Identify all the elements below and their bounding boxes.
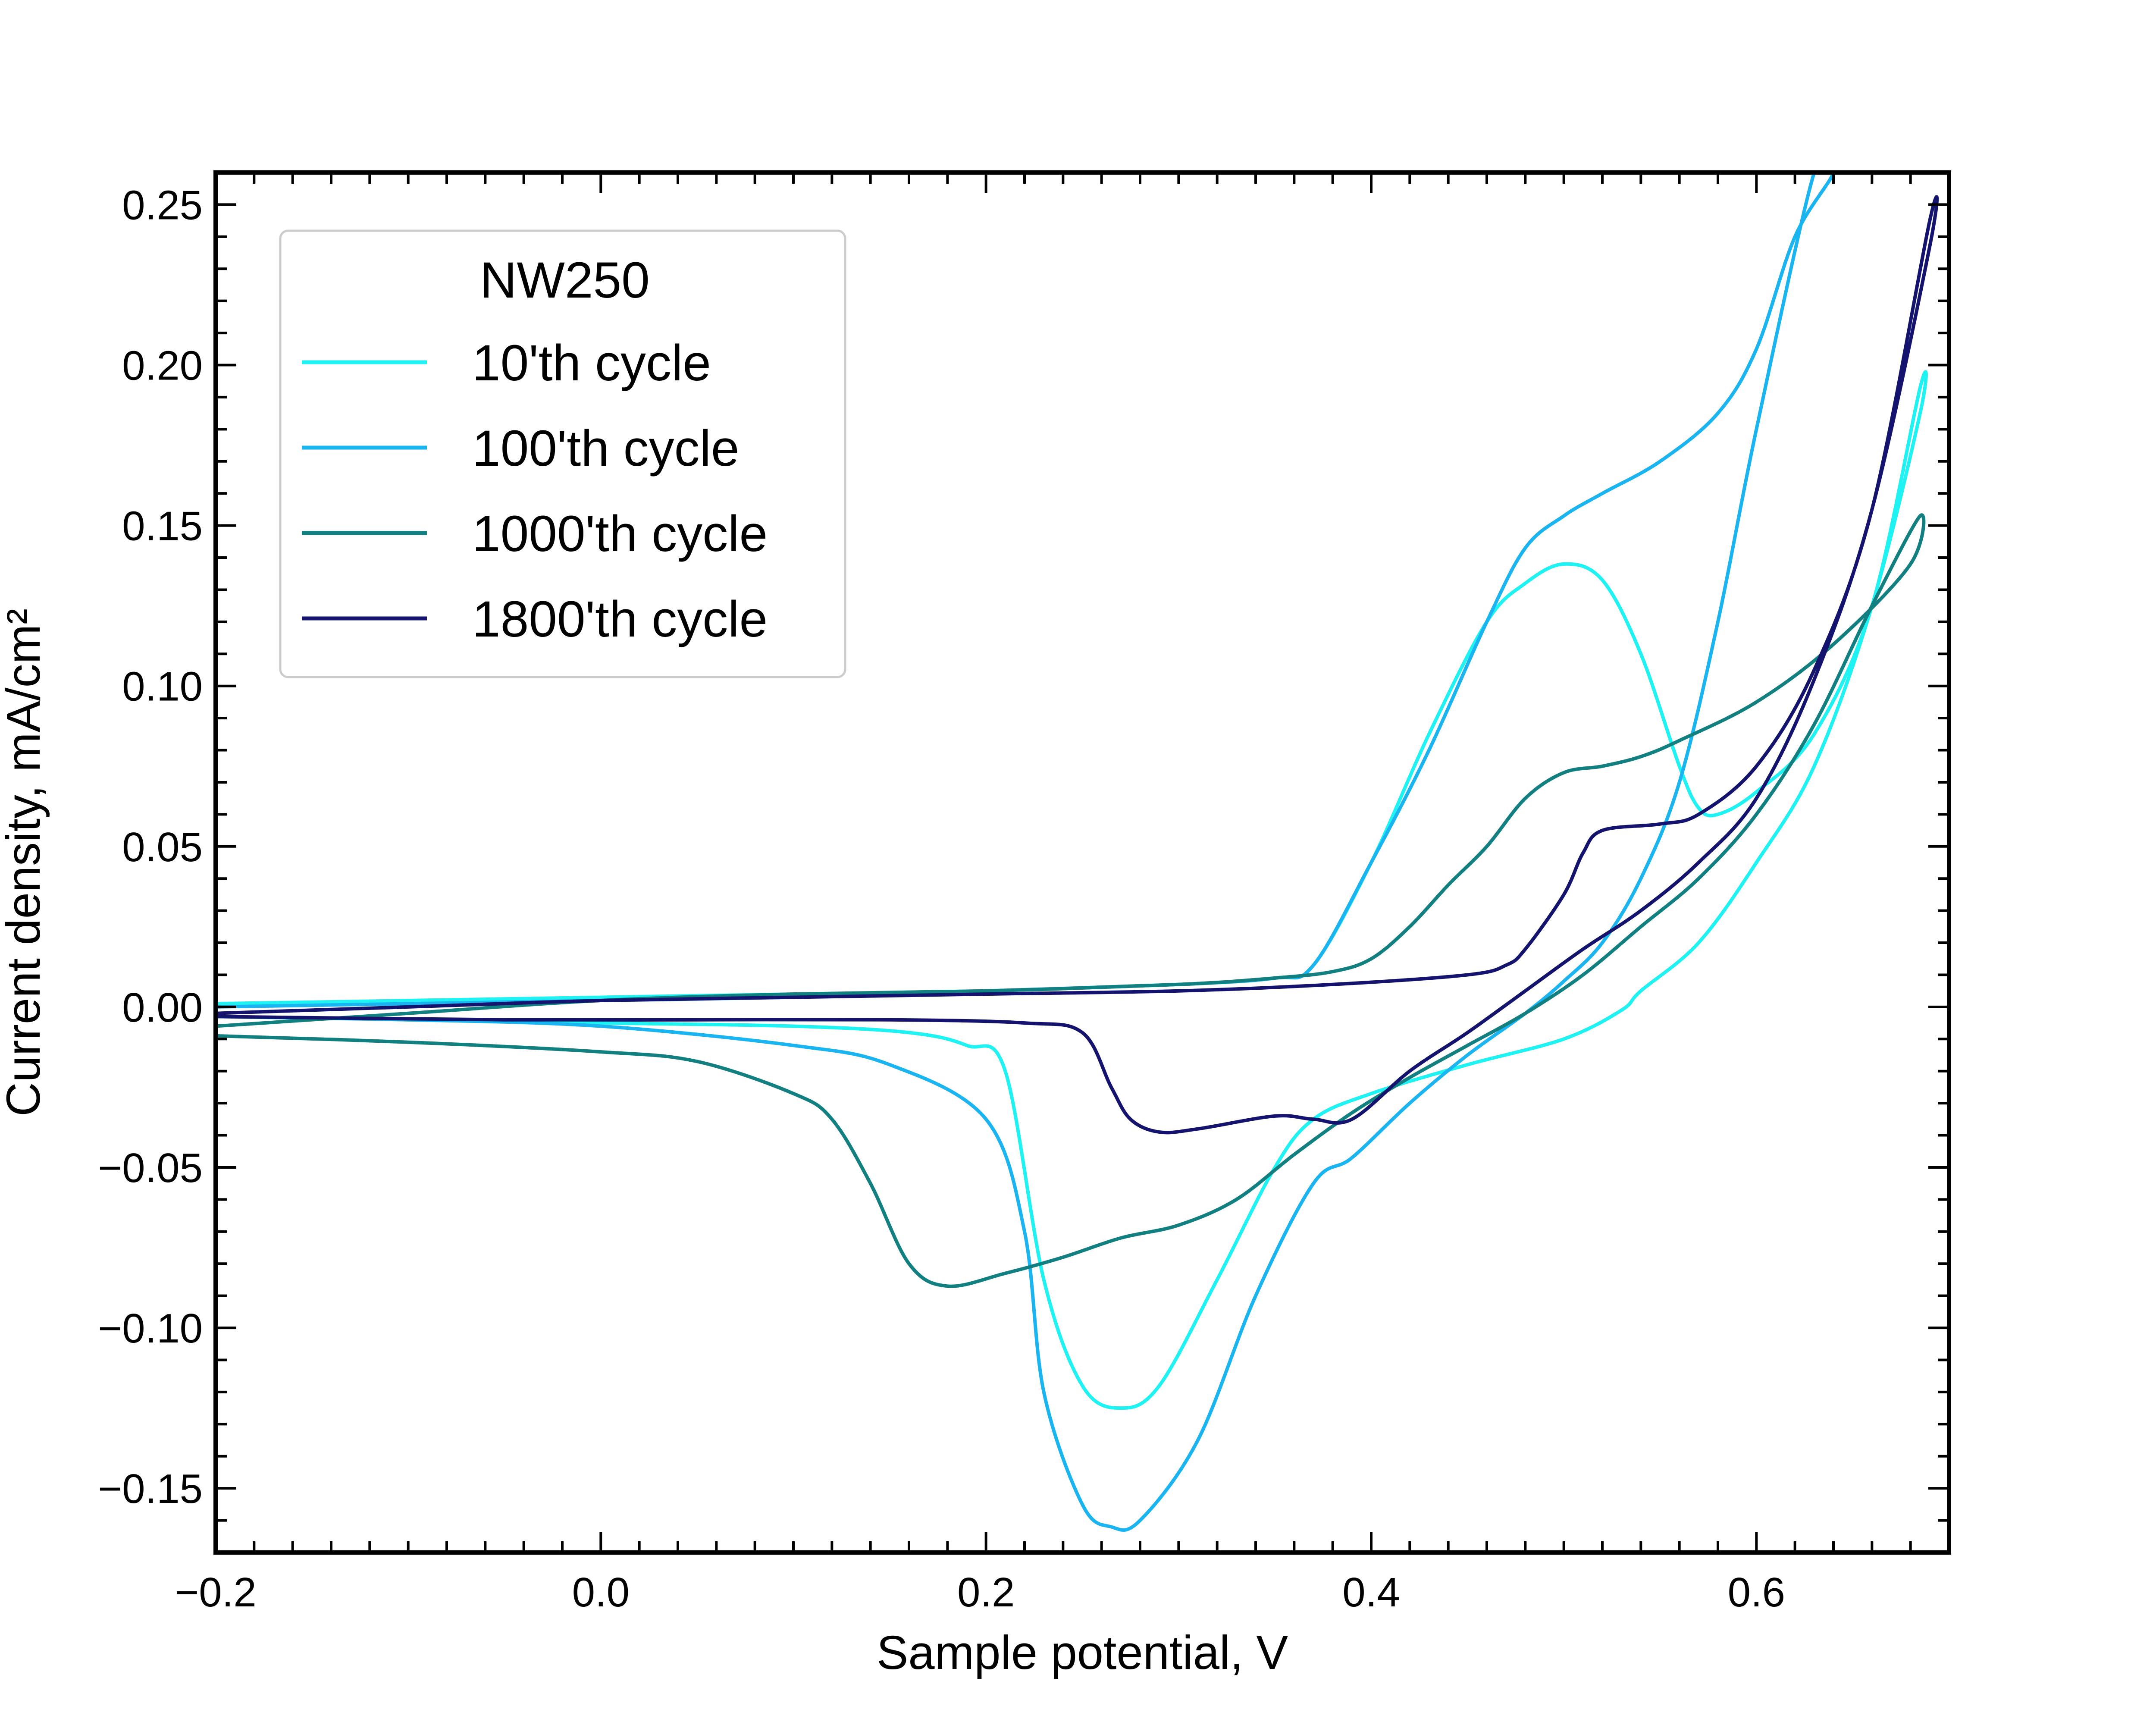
legend-label: 1800'th cycle [472,591,768,648]
legend-title: NW250 [480,252,649,309]
series-line-4 [216,195,1939,1135]
y-tick-label: 0.00 [122,985,203,1031]
y-tick-label: −0.05 [98,1145,203,1191]
plot-frame [213,170,1951,1555]
legend-entry: 1800'th cycle [302,591,768,648]
y-axis-title: Current density, mA/cm² [0,608,50,1117]
legend: NW250 10'th cycle 100'th cycle 1000'th cyc… [279,229,846,678]
series-layer [216,172,1939,1532]
y-tick-label: 0.10 [122,664,203,710]
y-tick-label: −0.10 [98,1305,203,1352]
legend-entry: 10'th cycle [302,335,711,392]
legend-entry: 1000'th cycle [302,505,768,562]
legend-box [279,229,846,678]
y-tick-label: 0.25 [122,182,203,228]
x-tick-label: 0.4 [1342,1569,1400,1615]
y-tick-label: 0.15 [122,503,203,549]
axis-tick-labels: −0.2 0.0 0.2 0.4 0.6 −0.15 −0.10 −0.05 0.00 0.05 0… [98,182,1785,1615]
y-tick-label: 0.05 [122,824,203,870]
legend-entry: 100'th cycle [302,420,739,477]
x-tick-label: 0.2 [957,1569,1015,1615]
x-tick-label: 0.6 [1728,1569,1785,1615]
legend-label: 1000'th cycle [472,505,768,562]
x-tick-label: 0.0 [572,1569,630,1615]
y-tick-label: 0.20 [122,343,203,389]
legend-label: 10'th cycle [472,335,711,392]
legend-entries: 10'th cycle 100'th cycle 1000'th cycle 1800… [302,335,768,648]
series-line-3 [216,513,1926,1288]
axis-ticks [214,171,1950,1554]
legend-label: 100'th cycle [472,420,739,477]
y-tick-label: −0.15 [98,1466,203,1512]
x-axis-title: Sample potential, V [877,1626,1288,1679]
x-tick-label: −0.2 [175,1569,257,1615]
